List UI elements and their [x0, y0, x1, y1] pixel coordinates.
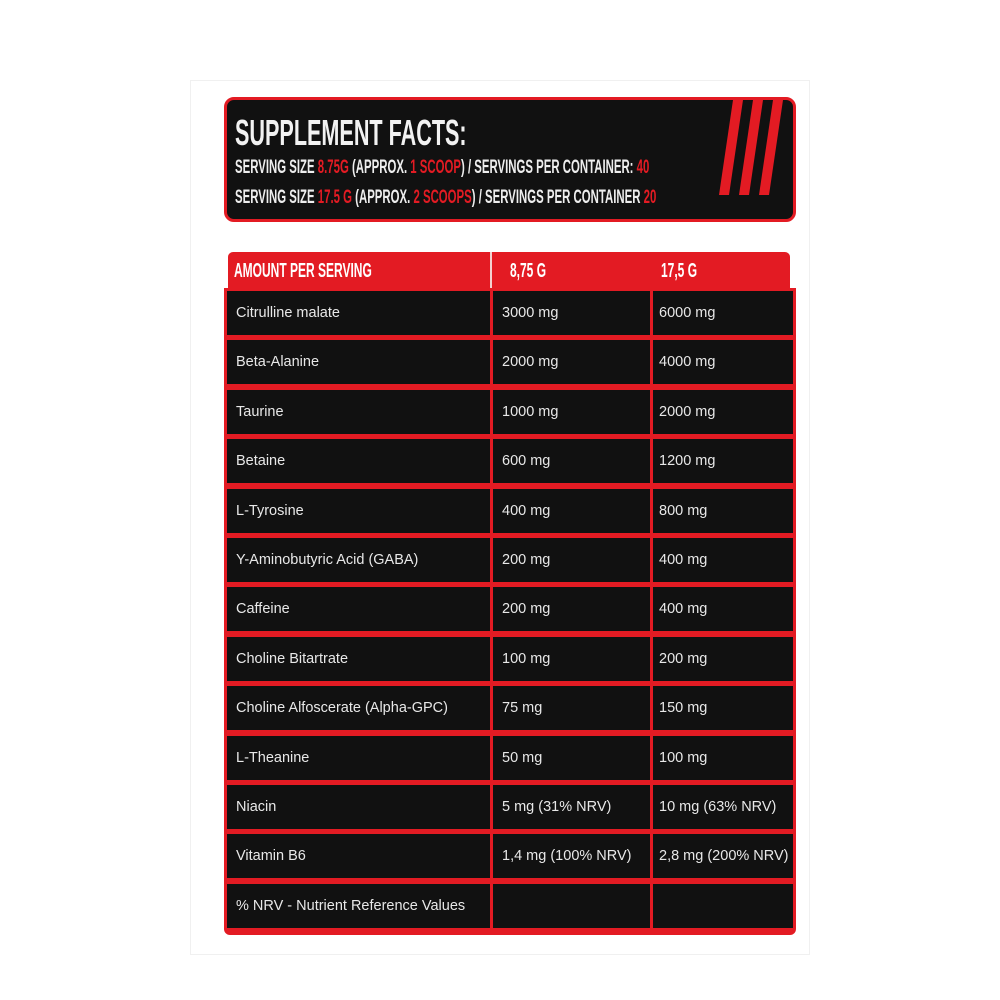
nutrient-name: % NRV - Nutrient Reference Values	[227, 883, 490, 928]
table-row: Caffeine 200 mg 400 mg	[224, 584, 796, 633]
serving-line-1: SERVING SIZE 8.75G (APPROX. 1 SCOOP) / S…	[235, 157, 649, 179]
text: SERVING SIZE	[235, 157, 318, 178]
table-row: Choline Bitartrate 100 mg 200 mg	[224, 634, 796, 683]
nutrient-name: Citrulline malate	[227, 291, 490, 335]
table-header: AMOUNT PER SERVING 8,75 G 17,5 G	[228, 252, 790, 290]
table-row: L-Tyrosine 400 mg 800 mg	[224, 486, 796, 535]
table-row: Vitamin B6 1,4 mg (100% NRV) 2,8 mg (200% …	[224, 831, 796, 880]
amount-17-5g: 2,8 mg (200% NRV)	[653, 834, 793, 879]
amount-17-5g: 6000 mg	[653, 291, 793, 335]
amount-17-5g	[653, 883, 793, 928]
amount-8-75g: 5 mg (31% NRV)	[493, 785, 650, 829]
amount-8-75g: 200 mg	[493, 538, 650, 582]
column-header: 17,5 G	[661, 260, 698, 282]
amount-8-75g: 400 mg	[493, 488, 650, 533]
amount-17-5g: 150 mg	[653, 686, 793, 731]
amount-8-75g: 100 mg	[493, 636, 650, 681]
divider	[490, 252, 492, 290]
nutrient-name: Choline Bitartrate	[227, 636, 490, 681]
nutrient-name: Choline Alfoscerate (Alpha-GPC)	[227, 686, 490, 731]
amount-8-75g: 1,4 mg (100% NRV)	[493, 834, 650, 879]
amount-17-5g: 800 mg	[653, 488, 793, 533]
amount-8-75g: 200 mg	[493, 587, 650, 632]
amount-17-5g: 4000 mg	[653, 340, 793, 385]
amount-17-5g: 2000 mg	[653, 389, 793, 434]
scoops: 1 SCOOP	[410, 157, 461, 178]
servings-count: 20	[643, 187, 657, 208]
amount-17-5g: 100 mg	[653, 735, 793, 780]
nutrient-table: Citrulline malate 3000 mg 6000 mg Beta-Alan…	[224, 288, 796, 935]
amount-8-75g	[493, 883, 650, 928]
amount-8-75g: 2000 mg	[493, 340, 650, 385]
title: SUPPLEMENT FACTS:	[235, 112, 467, 153]
nutrient-name: L-Theanine	[227, 735, 490, 780]
table-row: Niacin 5 mg (31% NRV) 10 mg (63% NRV)	[224, 782, 796, 831]
table-row: Taurine 1000 mg 2000 mg	[224, 387, 796, 436]
amount-8-75g: 75 mg	[493, 686, 650, 731]
amount-17-5g: 400 mg	[653, 587, 793, 632]
serving-size: 8.75G	[317, 157, 349, 178]
text: ) / SERVINGS PER CONTAINER:	[460, 157, 637, 178]
amount-17-5g: 1200 mg	[653, 439, 793, 484]
servings-count: 40	[636, 157, 650, 178]
table-row: Citrulline malate 3000 mg 6000 mg	[224, 288, 796, 337]
table-row: Choline Alfoscerate (Alpha-GPC) 75 mg 150 …	[224, 683, 796, 732]
text: (APPROX.	[348, 157, 411, 178]
nutrient-name: Betaine	[227, 439, 490, 484]
amount-17-5g: 400 mg	[653, 538, 793, 582]
stripes-decoration-icon	[719, 100, 783, 195]
amount-17-5g: 10 mg (63% NRV)	[653, 785, 793, 829]
amount-8-75g: 600 mg	[493, 439, 650, 484]
amount-17-5g: 200 mg	[653, 636, 793, 681]
amount-8-75g: 3000 mg	[493, 291, 650, 335]
text: (APPROX.	[352, 187, 414, 208]
nutrient-name: L-Tyrosine	[227, 488, 490, 533]
table-row: Y-Aminobutyric Acid (GABA) 200 mg 400 mg	[224, 535, 796, 584]
text: SERVING SIZE	[235, 187, 318, 208]
supplement-facts-header: SUPPLEMENT FACTS: SERVING SIZE 8.75G (AP…	[224, 97, 796, 222]
table-row: % NRV - Nutrient Reference Values	[224, 881, 796, 930]
nutrient-name: Niacin	[227, 785, 490, 829]
nutrient-name: Y-Aminobutyric Acid (GABA)	[227, 538, 490, 582]
column-header: 8,75 G	[510, 260, 547, 282]
nutrient-name: Taurine	[227, 389, 490, 434]
table-row: L-Theanine 50 mg 100 mg	[224, 733, 796, 782]
text: ) / SERVINGS PER CONTAINER	[471, 187, 644, 208]
serving-size: 17.5 G	[317, 187, 353, 208]
nutrient-name: Vitamin B6	[227, 834, 490, 879]
scoops: 2 SCOOPS	[413, 187, 472, 208]
amount-8-75g: 50 mg	[493, 735, 650, 780]
table-row: Beta-Alanine 2000 mg 4000 mg	[224, 337, 796, 386]
nutrient-name: Beta-Alanine	[227, 340, 490, 385]
amount-8-75g: 1000 mg	[493, 389, 650, 434]
table-row: Betaine 600 mg 1200 mg	[224, 436, 796, 485]
nutrient-name: Caffeine	[227, 587, 490, 632]
column-header: AMOUNT PER SERVING	[234, 260, 372, 282]
serving-line-2: SERVING SIZE 17.5 G (APPROX. 2 SCOOPS) /…	[235, 187, 656, 209]
